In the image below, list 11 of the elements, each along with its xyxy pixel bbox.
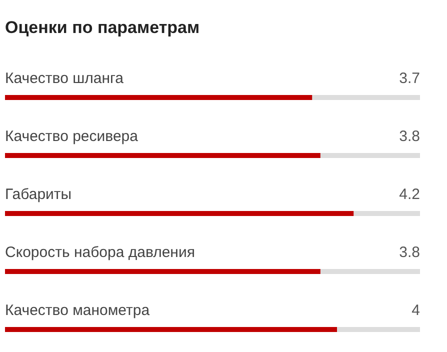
y-tick-label: Габариты <box>5 186 72 203</box>
data-label: 3.7 <box>399 70 420 87</box>
y-tick-label: Качество ресивера <box>5 128 139 145</box>
y-tick-label: Качество манометра <box>5 302 150 319</box>
y-tick-label: Скорость набора давления <box>5 244 195 261</box>
data-label: 3.8 <box>399 244 420 261</box>
data-label: 4.2 <box>399 186 420 203</box>
chart-title: Оценки по параметрам <box>5 18 200 37</box>
data-label: 3.8 <box>399 128 420 145</box>
y-tick-label: Качество шланга <box>5 70 124 87</box>
data-label: 4 <box>412 302 420 319</box>
